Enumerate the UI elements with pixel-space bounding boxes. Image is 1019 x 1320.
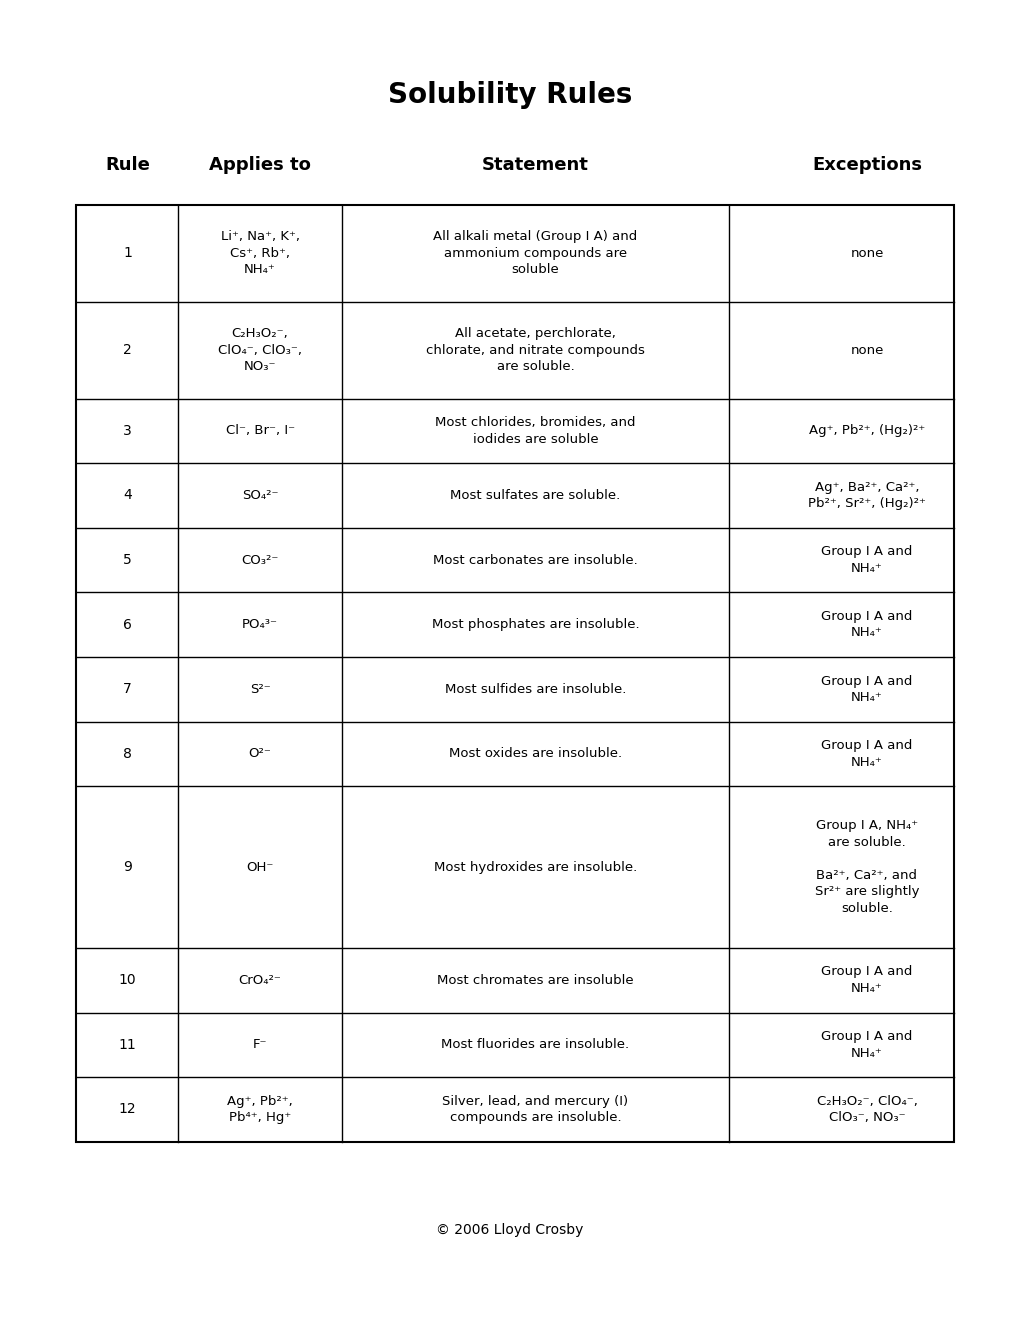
Text: Most fluorides are insoluble.: Most fluorides are insoluble. [441, 1039, 629, 1051]
Text: Applies to: Applies to [209, 156, 311, 174]
Text: PO₄³⁻: PO₄³⁻ [242, 618, 278, 631]
Text: Group I A and
NH₄⁺: Group I A and NH₄⁺ [820, 965, 912, 995]
Text: CO₃²⁻: CO₃²⁻ [242, 553, 278, 566]
Text: Most phosphates are insoluble.: Most phosphates are insoluble. [431, 618, 639, 631]
Text: Group I A and
NH₄⁺: Group I A and NH₄⁺ [820, 610, 912, 639]
Text: 2: 2 [123, 343, 131, 356]
Text: F⁻: F⁻ [253, 1039, 267, 1051]
Text: SO₄²⁻: SO₄²⁻ [242, 488, 278, 502]
Text: Statement: Statement [482, 156, 588, 174]
Text: Group I A and
NH₄⁺: Group I A and NH₄⁺ [820, 675, 912, 704]
Text: Most sulfides are insoluble.: Most sulfides are insoluble. [444, 682, 626, 696]
Text: Group I A and
NH₄⁺: Group I A and NH₄⁺ [820, 545, 912, 574]
Text: S²⁻: S²⁻ [250, 682, 270, 696]
Text: Group I A and
NH₄⁺: Group I A and NH₄⁺ [820, 1030, 912, 1060]
Text: All acetate, perchlorate,
chlorate, and nitrate compounds
are soluble.: All acetate, perchlorate, chlorate, and … [426, 327, 644, 374]
Text: All alkali metal (Group I A) and
ammonium compounds are
soluble: All alkali metal (Group I A) and ammoniu… [433, 230, 637, 276]
Text: Most chlorides, bromides, and
iodides are soluble: Most chlorides, bromides, and iodides ar… [435, 416, 635, 446]
Text: 6: 6 [123, 618, 131, 632]
Text: 12: 12 [118, 1102, 137, 1117]
Text: OH⁻: OH⁻ [247, 861, 273, 874]
Text: Most carbonates are insoluble.: Most carbonates are insoluble. [433, 553, 637, 566]
Text: none: none [850, 343, 882, 356]
Text: Cl⁻, Br⁻, I⁻: Cl⁻, Br⁻, I⁻ [225, 424, 294, 437]
Text: 9: 9 [123, 861, 131, 874]
Text: Most sulfates are soluble.: Most sulfates are soluble. [450, 488, 620, 502]
Text: 3: 3 [123, 424, 131, 438]
Text: Ag⁺, Pb²⁺,
Pb⁴⁺, Hg⁺: Ag⁺, Pb²⁺, Pb⁴⁺, Hg⁺ [227, 1094, 292, 1125]
Text: 1: 1 [123, 246, 131, 260]
Bar [76, 205, 953, 1142]
Text: Exceptions: Exceptions [811, 156, 921, 174]
Text: none: none [850, 247, 882, 260]
Text: C₂H₃O₂⁻,
ClO₄⁻, ClO₃⁻,
NO₃⁻: C₂H₃O₂⁻, ClO₄⁻, ClO₃⁻, NO₃⁻ [218, 327, 302, 374]
Text: Most hydroxides are insoluble.: Most hydroxides are insoluble. [433, 861, 637, 874]
Text: Ag⁺, Ba²⁺, Ca²⁺,
Pb²⁺, Sr²⁺, (Hg₂)²⁺: Ag⁺, Ba²⁺, Ca²⁺, Pb²⁺, Sr²⁺, (Hg₂)²⁺ [807, 480, 925, 511]
Text: © 2006 Lloyd Crosby: © 2006 Lloyd Crosby [436, 1224, 583, 1237]
Text: Group I A, NH₄⁺
are soluble.

Ba²⁺, Ca²⁺, and
Sr²⁺ are slightly
soluble.: Group I A, NH₄⁺ are soluble. Ba²⁺, Ca²⁺,… [814, 820, 918, 915]
Text: Ag⁺, Pb²⁺, (Hg₂)²⁺: Ag⁺, Pb²⁺, (Hg₂)²⁺ [808, 424, 924, 437]
Text: 7: 7 [123, 682, 131, 697]
Text: 4: 4 [123, 488, 131, 503]
Text: 11: 11 [118, 1038, 137, 1052]
Text: 5: 5 [123, 553, 131, 568]
Text: Li⁺, Na⁺, K⁺,
Cs⁺, Rb⁺,
NH₄⁺: Li⁺, Na⁺, K⁺, Cs⁺, Rb⁺, NH₄⁺ [220, 230, 300, 276]
Text: Solubility Rules: Solubility Rules [387, 81, 632, 110]
Text: Most chromates are insoluble: Most chromates are insoluble [437, 974, 633, 987]
Text: C₂H₃O₂⁻, ClO₄⁻,
ClO₃⁻, NO₃⁻: C₂H₃O₂⁻, ClO₄⁻, ClO₃⁻, NO₃⁻ [816, 1094, 916, 1125]
Text: Rule: Rule [105, 156, 150, 174]
Text: O²⁻: O²⁻ [249, 747, 271, 760]
Text: Most oxides are insoluble.: Most oxides are insoluble. [448, 747, 622, 760]
Text: 8: 8 [123, 747, 131, 762]
Text: Group I A and
NH₄⁺: Group I A and NH₄⁺ [820, 739, 912, 768]
Text: 10: 10 [118, 973, 137, 987]
Text: CrO₄²⁻: CrO₄²⁻ [238, 974, 281, 987]
Text: Silver, lead, and mercury (I)
compounds are insoluble.: Silver, lead, and mercury (I) compounds … [442, 1094, 628, 1125]
